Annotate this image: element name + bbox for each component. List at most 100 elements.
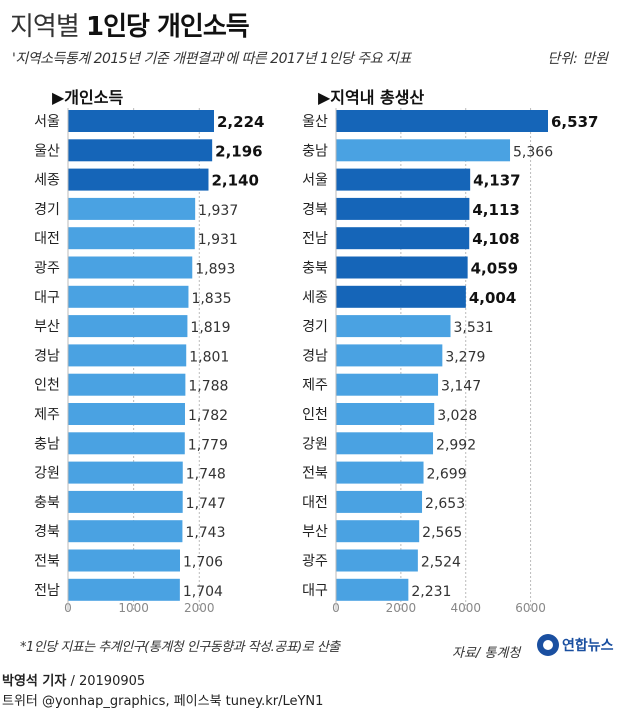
category-label: 경기 xyxy=(302,319,328,335)
data-label: 4,113 xyxy=(472,201,519,219)
data-label: 4,108 xyxy=(472,230,519,248)
x-tick-label: 2000 xyxy=(184,601,215,615)
category-label: 대구 xyxy=(302,583,328,599)
bar xyxy=(68,256,193,279)
bar xyxy=(68,461,183,484)
data-label: 2,140 xyxy=(211,172,258,190)
x-tick-label: 4000 xyxy=(450,601,481,615)
category-label: 강원 xyxy=(34,466,60,482)
category-label: 울산 xyxy=(34,143,60,159)
category-label: 충남 xyxy=(34,436,60,452)
data-label: 1,931 xyxy=(198,232,238,248)
category-label: 대전 xyxy=(34,231,60,247)
category-label: 대전 xyxy=(302,495,328,511)
category-label: 전남 xyxy=(34,583,60,599)
category-label: 경남 xyxy=(34,348,60,364)
data-label: 2,196 xyxy=(215,142,262,160)
bar xyxy=(336,256,468,279)
bar xyxy=(68,197,196,220)
category-label: 전남 xyxy=(302,231,328,247)
bar xyxy=(68,549,180,572)
data-label: 1,779 xyxy=(188,437,228,453)
bar xyxy=(336,403,435,425)
chart-title: 지역별 1인당 개인소득 xyxy=(10,6,250,43)
category-label: 경남 xyxy=(302,348,328,364)
category-label: 부산 xyxy=(302,524,328,540)
data-label: 4,004 xyxy=(469,289,516,307)
bar xyxy=(68,432,185,455)
bar xyxy=(68,490,183,513)
reporter-credit: 박영석 기자 / 20190905 xyxy=(2,670,145,689)
logo-icon xyxy=(537,634,559,656)
bar xyxy=(68,139,213,162)
source-label: 자료/ 통계청 xyxy=(452,646,521,661)
category-label: 충남 xyxy=(302,143,328,159)
x-tick-label: 1000 xyxy=(118,601,149,615)
category-label: 광주 xyxy=(302,554,328,570)
data-label: 1,704 xyxy=(183,584,223,600)
bar xyxy=(68,520,183,543)
bar xyxy=(68,227,195,250)
data-label: 1,743 xyxy=(185,525,225,541)
category-label: 강원 xyxy=(302,436,328,452)
category-label: 부산 xyxy=(34,319,60,335)
bar xyxy=(336,344,443,367)
data-label: 2,231 xyxy=(411,584,451,600)
bar xyxy=(336,197,470,220)
left-panel-title: ▶개인소득 xyxy=(52,88,124,107)
data-label: 1,819 xyxy=(190,320,230,336)
bar xyxy=(336,549,418,572)
bar xyxy=(68,110,214,132)
data-label: 1,748 xyxy=(186,467,226,483)
bar xyxy=(336,285,466,308)
bar xyxy=(336,227,470,250)
footnote: *1인당 지표는 추계인구(통계청 인구동향과 작성.공표)로 산출 xyxy=(20,640,340,655)
category-label: 충북 xyxy=(302,261,328,277)
data-label: 1,801 xyxy=(189,349,229,365)
bar xyxy=(68,315,188,338)
data-label: 1,782 xyxy=(188,408,228,424)
data-label: 1,893 xyxy=(195,262,235,278)
category-label: 울산 xyxy=(302,114,328,130)
category-label: 전북 xyxy=(34,554,60,570)
data-label: 2,565 xyxy=(422,525,462,541)
social-links: 트위터 @yonhap_graphics, 페이스북 tuney.kr/LeYN… xyxy=(2,694,324,709)
data-label: 2,699 xyxy=(427,467,467,483)
category-label: 세종 xyxy=(302,290,328,306)
category-label: 제주 xyxy=(34,407,60,423)
bar xyxy=(336,520,420,543)
category-label: 세종 xyxy=(34,173,60,189)
data-label: 6,537 xyxy=(551,113,598,131)
category-label: 경북 xyxy=(34,524,60,540)
data-label: 2,224 xyxy=(217,113,264,131)
data-label: 3,028 xyxy=(437,408,477,424)
bar xyxy=(68,285,189,308)
category-label: 경기 xyxy=(34,202,60,218)
bar xyxy=(336,578,409,601)
category-label: 전북 xyxy=(302,466,328,482)
logo-text: 연합뉴스 xyxy=(562,638,614,654)
bar xyxy=(68,373,186,396)
title-bold: 1인당 개인소득 xyxy=(86,12,250,42)
data-label: 1,706 xyxy=(183,555,223,571)
category-label: 경북 xyxy=(302,202,328,218)
bar xyxy=(336,490,423,513)
publish-date: / 20190905 xyxy=(70,674,146,689)
category-label: 서울 xyxy=(302,173,328,189)
x-tick-label: 2000 xyxy=(386,601,417,615)
data-label: 4,059 xyxy=(471,260,518,278)
bar xyxy=(336,139,511,162)
bar xyxy=(68,344,187,367)
bar xyxy=(336,110,548,132)
data-label: 2,992 xyxy=(436,437,476,453)
right-panel-title: ▶지역내 총생산 xyxy=(318,88,425,107)
data-label: 2,653 xyxy=(425,496,465,512)
bar xyxy=(68,403,185,425)
category-label: 인천 xyxy=(302,407,328,423)
data-label: 1,937 xyxy=(198,203,238,219)
data-label: 2,524 xyxy=(421,555,461,571)
data-label: 3,147 xyxy=(441,379,481,395)
unit-label: 단위: 만원 xyxy=(547,51,608,67)
data-label: 5,366 xyxy=(513,144,553,160)
